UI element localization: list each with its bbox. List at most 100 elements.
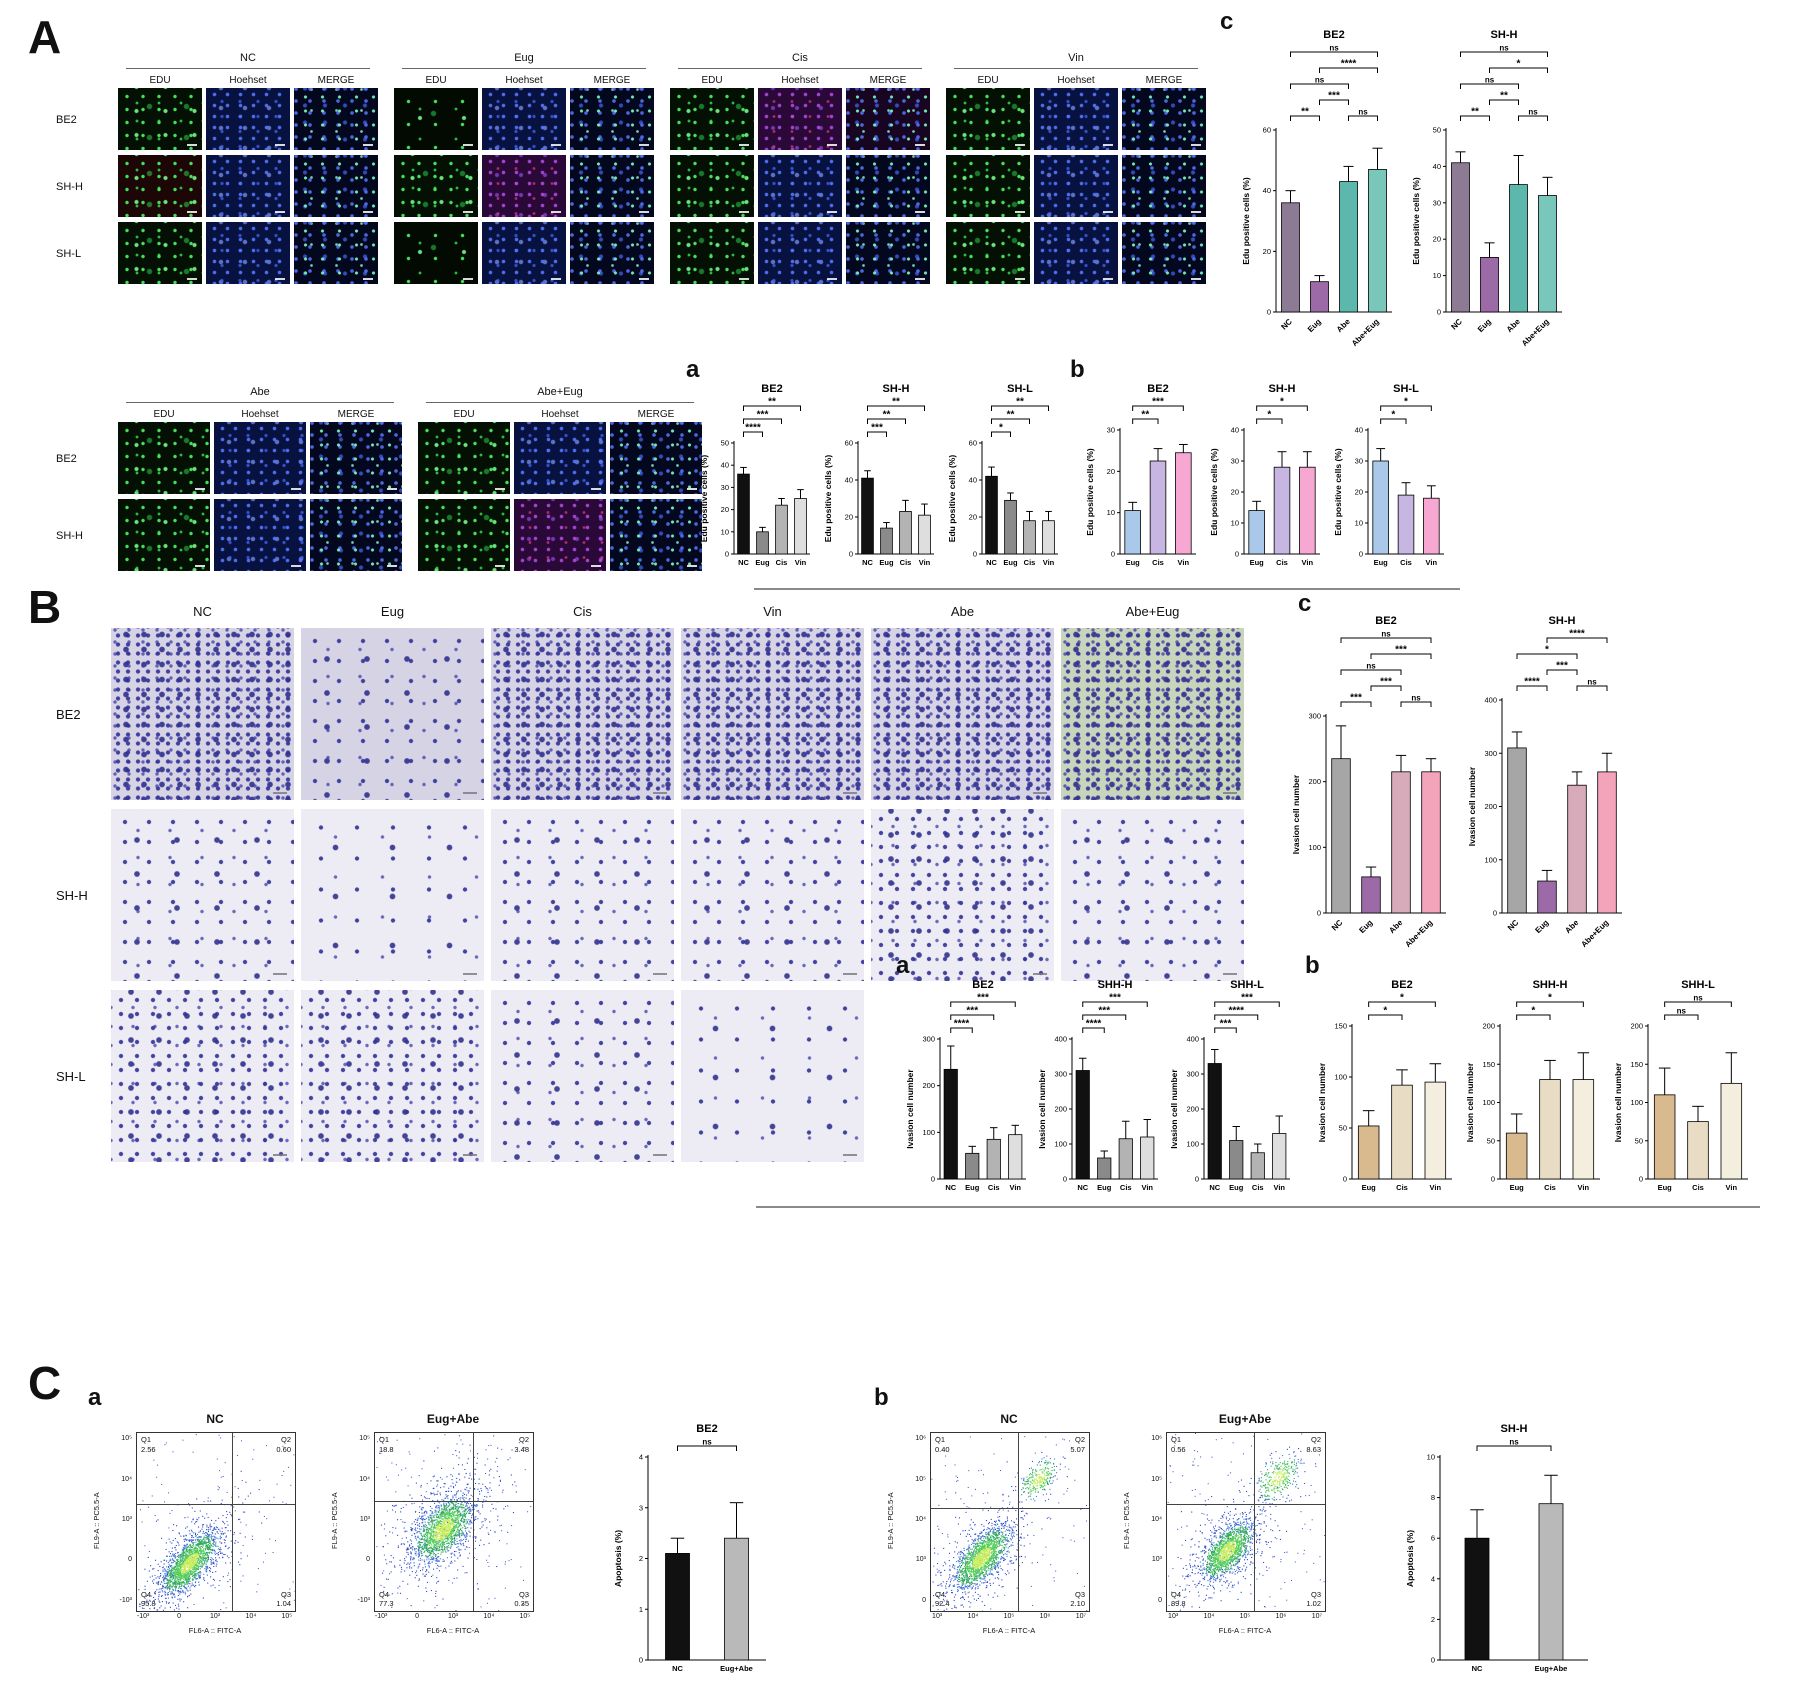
svg-text:Vin: Vin	[1178, 558, 1190, 567]
column-label: Abe+Eug	[1125, 604, 1180, 619]
svg-text:NC: NC	[1449, 317, 1464, 332]
image-row	[946, 222, 1206, 284]
chart-a-a-be2: BE2 0 10 20 30 40 50 Edu positive cells (%) NC Eu…	[698, 380, 816, 581]
quadrant-label-q3: Q3 0.35	[514, 1590, 529, 1610]
svg-text:ns: ns	[1509, 1438, 1519, 1447]
chart-b-a-be2: BE2 0 100 200 300 Ivasion cell number NC Eug Cis…	[904, 976, 1032, 1206]
svg-text:20: 20	[845, 513, 853, 522]
channel-label: MERGE	[337, 408, 375, 420]
svg-text:Eug+Abe: Eug+Abe	[720, 1664, 753, 1673]
micro-image-Eug-SH-L-hoehset	[482, 222, 566, 284]
svg-text:Ivasion cell number: Ivasion cell number	[1317, 1062, 1327, 1142]
transwell-image-BE2-Cis	[491, 628, 674, 800]
flow-y-tick-label: 0	[922, 1596, 926, 1604]
flow-y-tick-label: 10⁴	[121, 1475, 132, 1483]
svg-text:*: *	[1545, 645, 1549, 656]
quadrant-value: 5.07	[1070, 1444, 1085, 1454]
micro-row-labels: BE2 SH-H	[56, 386, 102, 576]
transwell-image-SH-H-Cis	[491, 809, 674, 981]
micro-image-NC-SH-L-edu	[118, 222, 202, 284]
panel-b-label: B	[28, 581, 62, 633]
micro-image-Cis-SH-L-merge	[846, 222, 930, 284]
micro-image-Eug-SH-H-edu	[394, 155, 478, 217]
quadrant-name: Q4	[935, 1589, 946, 1599]
chart-b-c-shh: SH-H 0 100 200 300 400 Ivasion cell number NC Eu…	[1466, 612, 1628, 962]
quadrant-name: Q3	[518, 1589, 529, 1599]
image-row	[946, 88, 1206, 150]
flow-plot-area: Q1 18.8 Q2 3.48 Q3 0.35 Q4 77.3	[374, 1432, 534, 1612]
bar-chart-svg: SH-H 0 10 20 30 40 50 Edu positive cells (%) NC E…	[1411, 29, 1562, 348]
quadrant-name: Q2	[1310, 1435, 1321, 1444]
svg-text:200: 200	[1054, 1105, 1067, 1114]
svg-text:200: 200	[1186, 1105, 1199, 1114]
svg-text:BE2: BE2	[1375, 615, 1396, 627]
svg-text:10: 10	[1433, 271, 1441, 280]
channel-label: MERGE	[593, 74, 631, 86]
svg-text:ns: ns	[1677, 1007, 1687, 1016]
svg-text:60: 60	[845, 439, 853, 448]
svg-text:**: **	[1007, 410, 1015, 421]
svg-text:NC: NC	[1279, 317, 1294, 332]
transwell-image-SH-H-Abe+Eug	[1061, 809, 1244, 981]
transwell-row-BE2: BE2	[56, 628, 1244, 800]
svg-text:Edu positive cells (%): Edu positive cells (%)	[1209, 448, 1219, 536]
svg-text:0: 0	[1195, 1175, 1199, 1184]
svg-text:10: 10	[1355, 519, 1363, 528]
micro-image-Abe-SH-H-hoehset	[214, 499, 306, 571]
quadrant-value: 1.04	[276, 1599, 291, 1609]
svg-text:BE2: BE2	[696, 1423, 717, 1435]
svg-text:Abe+Eug: Abe+Eug	[1403, 918, 1434, 949]
bar-chart-svg: SH-L 0 20 40 60 Edu positive cells (%) NC Eug Ci…	[947, 383, 1058, 567]
micro-group-Eug: Eug EDU Hoehset MERGE	[394, 52, 654, 289]
svg-text:****: ****	[1341, 59, 1357, 70]
svg-text:**: **	[1471, 107, 1479, 118]
flow-x-tick-label: 10³	[209, 1613, 221, 1620]
chart-a-a-shl: SH-L 0 20 40 60 Edu positive cells (%) NC Eug Ci…	[946, 380, 1064, 581]
bar-chart-svg: BE2 0 20 40 60 Edu positive cells (%) NC Eug Abe…	[1241, 29, 1392, 348]
transwell-image-SH-H-NC	[111, 809, 294, 981]
quadrant-label-q1: Q1 18.8	[379, 1435, 394, 1455]
quadrant-label-q1: Q1 0.56	[1171, 1435, 1186, 1455]
chart-a-b-be2: BE2 0 10 20 30 Edu positive cells (%) Eug Cis Vi…	[1084, 380, 1202, 581]
svg-text:Vin: Vin	[1430, 1183, 1442, 1192]
svg-text:*: *	[1383, 1006, 1387, 1017]
svg-text:***: ***	[1098, 1006, 1110, 1017]
svg-text:*: *	[1404, 397, 1408, 408]
image-row	[670, 155, 930, 217]
flow-y-tick-label: 10⁵	[121, 1435, 132, 1442]
panel-c-sub-a-label: a	[88, 1384, 102, 1411]
panel-b-sub-a-label: a	[896, 952, 910, 979]
group-label: Abe+Eug	[426, 386, 694, 403]
micro-image-NC-BE2-hoehset	[206, 88, 290, 150]
svg-text:Edu positive cells (%): Edu positive cells (%)	[947, 455, 957, 543]
transwell-image-SH-H-Abe	[871, 809, 1054, 981]
flow-y-tick-label: 10⁴	[359, 1475, 370, 1483]
svg-text:Vin: Vin	[1726, 1183, 1738, 1192]
micro-image-Eug-SH-L-edu	[394, 222, 478, 284]
svg-text:Eug+Abe: Eug+Abe	[1535, 1664, 1568, 1673]
svg-text:0: 0	[1431, 1656, 1435, 1665]
svg-text:200: 200	[1308, 777, 1321, 786]
svg-text:50: 50	[1339, 1124, 1347, 1133]
flow-title: NC	[206, 1412, 224, 1426]
transwell-header-row: NC Eug Cis Vin Abe Abe+Eug	[56, 604, 1244, 619]
chart-b-c-be2: BE2 0 100 200 300 Ivasion cell number NC Eug Abe…	[1290, 612, 1452, 962]
micro-image-Eug-BE2-merge	[570, 88, 654, 150]
svg-text:200: 200	[922, 1081, 935, 1090]
svg-text:100: 100	[1334, 1073, 1347, 1082]
row-label: BE2	[56, 453, 77, 465]
svg-text:SH-H: SH-H	[883, 383, 910, 395]
svg-text:Edu positive cells (%): Edu positive cells (%)	[1085, 448, 1095, 536]
svg-text:ns: ns	[702, 1438, 712, 1447]
flow-y-tick-label: 10³	[121, 1516, 132, 1523]
quadrant-name: Q3	[1074, 1589, 1085, 1599]
svg-text:****: ****	[1086, 1019, 1102, 1030]
flow-plot-be2-nc: NC FL9-A :: PC5.5-A Q1 2.56 Q2 0.60 Q3 1.04 Q4 95…	[92, 1412, 326, 1662]
svg-text:****: ****	[1524, 677, 1540, 688]
channel-labels: EDU Hoehset MERGE	[418, 406, 702, 422]
group-label: Abe	[126, 386, 394, 403]
svg-text:8: 8	[1431, 1493, 1435, 1502]
svg-text:20: 20	[1231, 488, 1239, 497]
transwell-image-BE2-NC	[111, 628, 294, 800]
svg-text:Ivasion cell number: Ivasion cell number	[1613, 1062, 1623, 1142]
